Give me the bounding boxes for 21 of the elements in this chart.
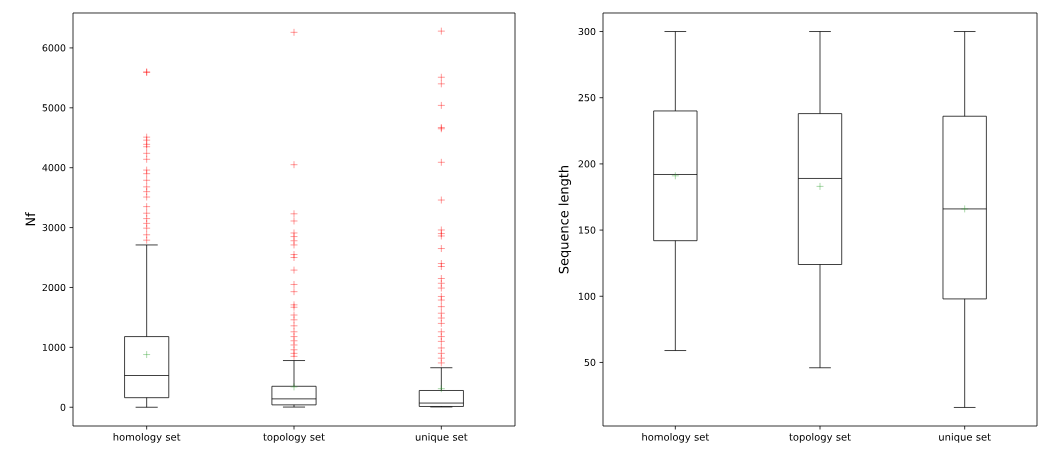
y-tick-label: 2000 [42, 283, 66, 292]
y-tick-label: 300 [578, 27, 596, 36]
x-tick-label: topology set [789, 433, 851, 443]
y-tick-label: 100 [578, 292, 596, 300]
y-tick-label: 150 [578, 226, 596, 234]
y-tick-label: 200 [578, 160, 596, 168]
y-tick-label: 50 [584, 358, 596, 367]
y-tick-label: 6000 [42, 44, 66, 52]
y-tick-label: 5000 [42, 104, 66, 112]
y-tick-label: 1000 [42, 343, 66, 351]
x-tick-label: homology set [113, 433, 181, 443]
y-axis-title: Nf [25, 212, 36, 226]
y-tick-label: 4000 [42, 164, 66, 172]
x-tick-label: unique set [939, 433, 991, 443]
x-tick-label: unique set [415, 433, 468, 443]
y-tick-label: 3000 [42, 223, 66, 232]
x-tick-label: topology set [263, 433, 325, 443]
x-tick-label: homology set [642, 433, 710, 443]
y-axis-title: Sequence length [558, 165, 572, 274]
y-tick-label: 250 [578, 94, 596, 102]
y-tick-label: 0 [60, 403, 66, 411]
